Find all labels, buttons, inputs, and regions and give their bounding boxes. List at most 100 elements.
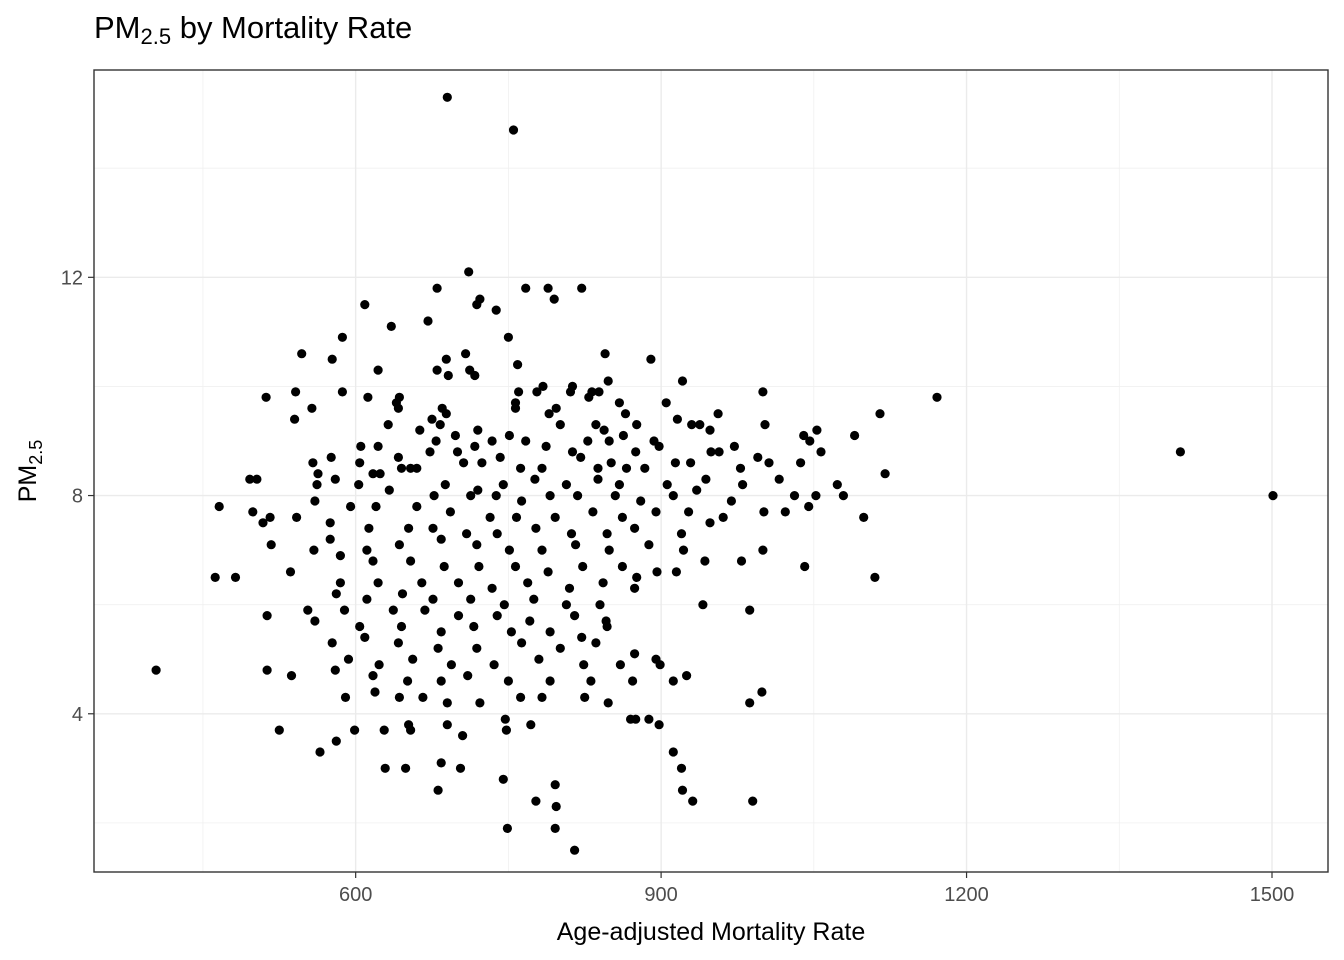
chart-title: PM2.5 by Mortality Rate — [94, 10, 413, 48]
data-point — [462, 529, 472, 539]
data-point — [463, 671, 473, 681]
data-point — [230, 572, 241, 583]
data-point — [440, 480, 450, 490]
data-point — [327, 638, 337, 648]
data-point — [464, 267, 474, 277]
data-point — [537, 692, 547, 703]
data-point — [745, 698, 755, 708]
data-point — [337, 332, 347, 342]
data-point — [455, 763, 466, 773]
data-point — [151, 665, 161, 675]
data-point — [252, 474, 262, 484]
data-point — [800, 561, 810, 572]
data-point — [753, 452, 763, 462]
data-point — [745, 605, 755, 615]
data-point — [415, 425, 425, 435]
data-point — [570, 611, 580, 621]
data-point — [838, 491, 849, 501]
data-point — [425, 447, 435, 457]
data-point — [537, 463, 547, 473]
data-point — [374, 660, 384, 670]
data-point — [706, 447, 716, 457]
data-point — [531, 796, 541, 806]
data-point — [591, 638, 601, 648]
data-point — [436, 676, 446, 686]
data-point — [748, 796, 758, 806]
data-point — [875, 409, 885, 419]
title-main: PM — [94, 10, 141, 45]
data-point — [503, 676, 513, 686]
data-point — [436, 534, 446, 544]
data-point — [626, 714, 636, 724]
data-point — [325, 518, 335, 528]
data-point — [504, 430, 514, 441]
data-point — [541, 441, 551, 451]
data-point — [432, 283, 442, 293]
data-point — [403, 676, 413, 686]
data-point — [671, 567, 682, 577]
y-tick-label: 12 — [61, 267, 83, 289]
data-point — [602, 529, 612, 539]
data-point — [646, 354, 656, 364]
data-point — [433, 643, 443, 653]
data-point — [644, 714, 654, 724]
data-point — [652, 567, 662, 577]
data-point — [442, 720, 452, 730]
data-point — [492, 529, 502, 539]
data-point — [567, 447, 578, 457]
data-point — [210, 572, 220, 583]
data-point — [571, 540, 581, 550]
data-point — [661, 398, 671, 408]
data-point — [532, 387, 542, 397]
data-point — [510, 403, 521, 413]
data-point — [459, 458, 469, 468]
data-point — [450, 430, 460, 441]
y-axis-title-subscript: 2.5 — [26, 440, 46, 465]
data-point — [472, 643, 482, 653]
data-point — [529, 594, 539, 604]
grid-major — [94, 70, 1328, 872]
data-point — [394, 692, 404, 703]
data-point — [491, 305, 501, 315]
data-point — [380, 763, 390, 773]
data-point — [248, 507, 258, 517]
data-point — [600, 349, 610, 359]
data-point — [501, 725, 511, 735]
data-point — [396, 621, 407, 632]
data-point — [443, 370, 453, 381]
data-point — [759, 507, 769, 517]
data-point — [373, 578, 383, 588]
data-point — [261, 392, 271, 402]
data-point — [544, 409, 554, 419]
data-point — [502, 823, 512, 834]
data-point — [644, 540, 654, 550]
data-point — [588, 507, 598, 517]
data-point — [429, 491, 439, 501]
data-point — [543, 567, 553, 577]
data-point — [799, 430, 809, 441]
x-tick-label: 600 — [339, 884, 372, 906]
data-point — [705, 518, 715, 528]
plot-background — [94, 70, 1328, 872]
data-point — [591, 420, 601, 430]
title-rest: by Mortality Rate — [171, 10, 413, 45]
data-point — [543, 283, 553, 293]
data-point — [511, 512, 522, 523]
data-point — [368, 671, 378, 681]
data-point — [327, 354, 337, 364]
data-points — [151, 92, 1278, 855]
data-point — [1175, 447, 1185, 457]
data-point — [531, 523, 541, 533]
data-point — [330, 665, 340, 675]
data-point — [292, 512, 302, 523]
data-point — [811, 491, 821, 501]
data-point — [705, 425, 715, 435]
data-point — [630, 649, 640, 659]
data-point — [360, 632, 370, 643]
data-point — [538, 381, 548, 391]
data-point — [526, 720, 536, 730]
data-point — [598, 578, 608, 588]
data-point — [640, 463, 650, 473]
data-point — [326, 452, 336, 462]
data-point — [636, 496, 646, 506]
